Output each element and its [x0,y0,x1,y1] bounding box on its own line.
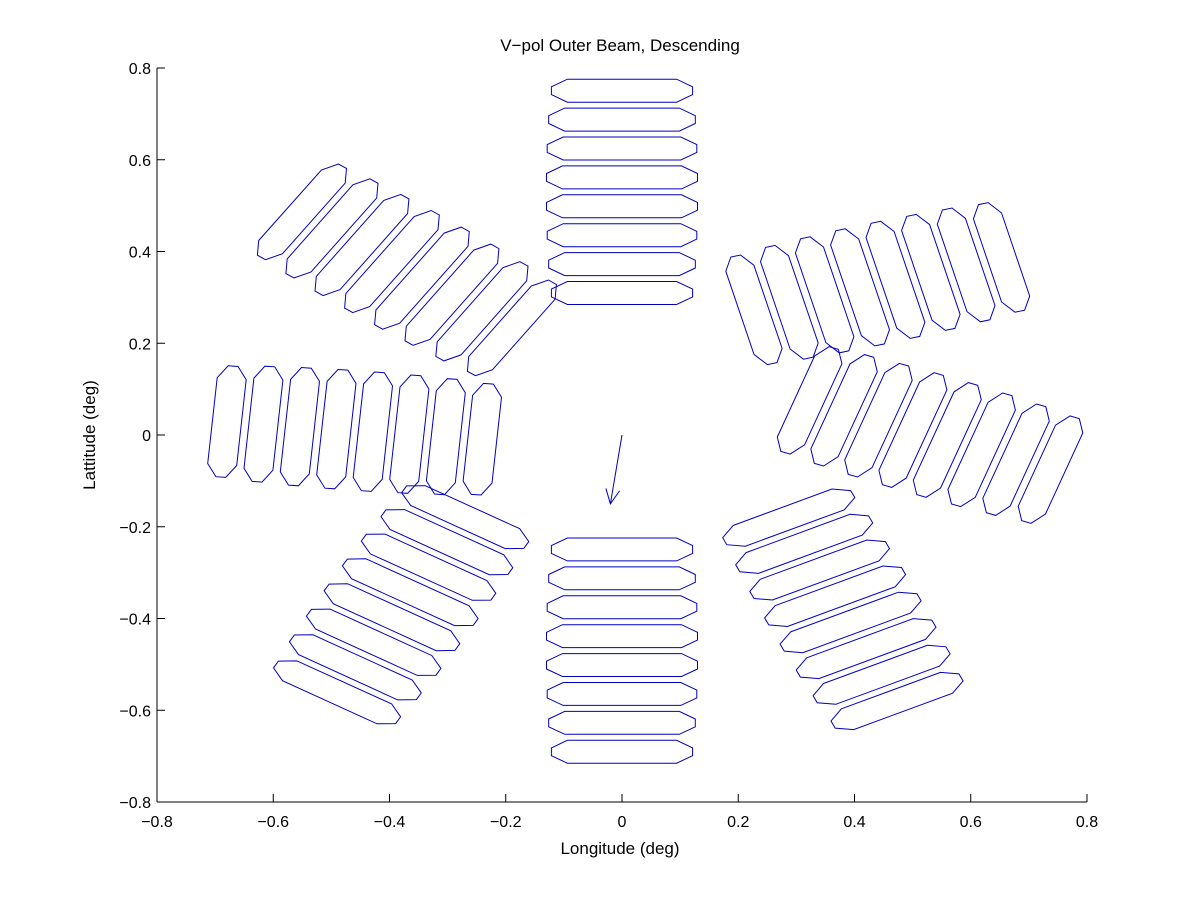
x-tick-label: 0 [618,814,627,831]
beam-footprint [722,488,856,547]
chart-title: V−pol Outer Beam, Descending [500,36,740,55]
beam-footprint [735,513,874,574]
beam-footprint [830,671,964,731]
beam-footprint [548,566,696,591]
beam-footprint [810,354,878,467]
beam-footprint [389,374,430,494]
beam-footprint [546,682,698,706]
beam-footprint [341,558,479,627]
beam-footprint [546,136,698,161]
beam-footprint [795,618,937,680]
beam-footprint [776,346,843,455]
beam-footprints [207,78,1084,764]
beam-footprint [256,163,348,261]
beam-footprint [947,392,1016,508]
x-tick-label: 0.6 [960,814,982,831]
beam-footprint [546,595,698,620]
beam-footprint [380,509,514,576]
beam-footprint [982,403,1050,516]
arrow-head [605,488,621,505]
x-axis-title: Longitude (deg) [560,839,679,858]
direction-arrow [605,434,623,505]
beam-footprint [936,207,996,323]
beam-footprint [794,236,855,354]
y-tick-label: 0 [142,428,151,445]
beam-footprint [425,378,466,496]
y-tick-label: 0.4 [129,245,151,262]
beam-footprint [316,368,357,490]
beam-footprint [972,202,1031,313]
beam-footprint [725,254,783,366]
beam-footprint [207,365,247,478]
y-tick-label: 0.8 [129,61,151,78]
beam-footprint [830,228,891,347]
beam-footprint [314,193,410,297]
footprint-cluster [722,488,964,731]
x-tick-label: 0.2 [727,814,749,831]
beam-footprint [462,382,503,496]
x-tick-label: −0.2 [490,814,522,831]
beam-footprint [323,583,461,652]
y-tick-label: −0.2 [119,520,151,537]
beam-footprint [546,653,698,677]
beam-footprint [812,644,951,705]
beam-footprint [548,252,696,277]
beam-footprint [546,624,698,649]
y-tick-label: 0.6 [129,153,151,170]
footprint-cluster [725,202,1031,366]
beam-footprint [279,366,321,487]
beam-footprint [1017,415,1084,524]
arrow-shaft [609,434,623,504]
beam-footprint [546,223,698,248]
beam-footprint [865,220,926,339]
beam-footprint [352,371,394,492]
beam-footprint [546,194,698,219]
beam-footprint [548,107,696,132]
footprint-cluster [546,537,698,764]
footprint-cluster [207,365,503,496]
y-tick-label: −0.4 [119,612,151,629]
beam-footprint [844,362,913,478]
footprint-cluster [256,163,557,377]
beam-footprint [878,372,948,488]
beam-footprint [548,710,696,735]
beam-footprint [374,226,470,330]
beam-footprint [550,739,694,764]
plot-axes: −0.8 −0.6 −0.4 −0.2 0 0.2 0.4 0.6 0.8 −0.8 −0.6 −0.… [119,61,1098,831]
beam-footprint [285,178,379,279]
x-tick-label: −0.4 [374,814,406,831]
beam-footprint [546,165,698,190]
beam-footprint [272,660,402,725]
x-tick-label: 0.4 [843,814,865,831]
y-tick-label: −0.6 [119,703,151,720]
beam-footprint [759,244,819,360]
beam-footprint [779,591,922,654]
y-tick-label: −0.8 [119,795,151,812]
footprint-cluster [272,485,530,725]
beam-footprint [550,537,694,562]
beam-footprint [305,608,442,676]
beam-footprint [763,565,907,628]
y-tick-label: 0.2 [129,336,151,353]
beam-footprint [243,365,284,483]
beam-footprint [466,279,557,377]
beam-footprint [749,539,891,601]
beam-footprint [288,634,422,701]
beam-footprint [435,261,529,362]
footprint-cluster [546,78,698,305]
beam-footprint [400,485,530,550]
beam-footprint [404,243,500,346]
beam-footprint [344,209,440,314]
y-axis-title: Lattitude (deg) [80,380,99,490]
beam-footprint [912,382,982,498]
footprint-cluster [776,346,1084,524]
x-tick-label: −0.8 [141,814,173,831]
beam-footprint [550,281,694,305]
beam-footprint [901,213,961,331]
beam-footprint [360,533,497,601]
x-tick-label: 0.8 [1076,814,1098,831]
beam-footprint [550,78,694,103]
x-tick-label: −0.6 [257,814,289,831]
